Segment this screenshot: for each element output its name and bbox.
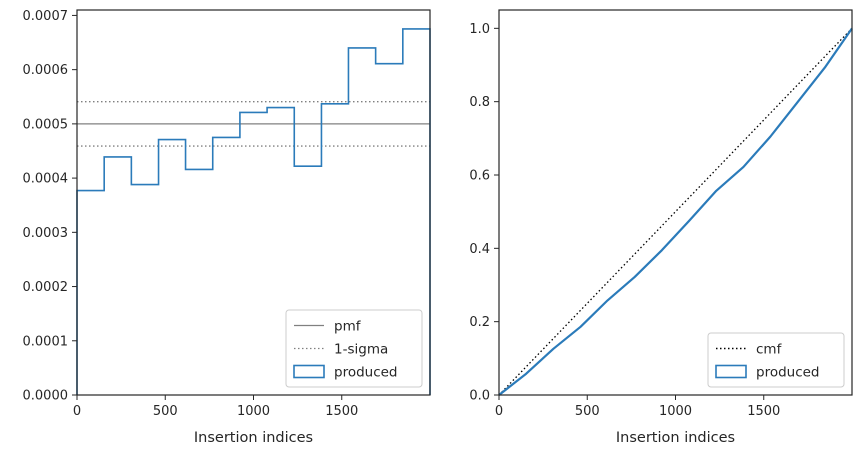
y-tick-label: 0.0002 — [23, 280, 69, 295]
legend-swatch-produced — [293, 364, 325, 379]
panel-right-cumulative: 0 500 1000 1500 0.0 0.2 0.4 0.6 0.8 1.0 Insertion … — [469, 9, 853, 446]
legend: cmf produced — [707, 332, 845, 388]
y-tick-label: 0.6 — [469, 169, 490, 184]
series-cmf-line — [498, 27, 853, 396]
x-tick-label: 0 — [495, 404, 503, 419]
x-tick-label: 0 — [73, 404, 81, 419]
x-axis-label: Insertion indices — [194, 430, 313, 446]
x-tick-label: 1500 — [747, 404, 780, 419]
legend-label-pmf: pmf — [334, 319, 362, 335]
x-tick-label: 1000 — [659, 404, 692, 419]
y-tick-label: 0.8 — [469, 95, 490, 110]
legend-label-1-sigma: 1-sigma — [334, 342, 388, 358]
y-tick-label: 1.0 — [469, 22, 490, 37]
legend-label-produced: produced — [756, 365, 820, 381]
y-tick-label: 0.0003 — [23, 226, 69, 241]
x-axis-label: Insertion indices — [616, 430, 735, 446]
legend-label-produced: produced — [334, 365, 398, 381]
y-tick-label: 0.0001 — [23, 334, 69, 349]
legend: pmf 1-sigma produced — [285, 309, 423, 388]
y-tick-label: 0.0004 — [23, 172, 69, 187]
y-tick-label: 0.0006 — [23, 63, 69, 78]
y-tick-label: 0.0007 — [23, 9, 69, 24]
y-tick-label: 0.0000 — [23, 389, 69, 404]
x-tick-label: 1000 — [237, 404, 270, 419]
panel-left-histogram: 0 500 1000 1500 0.0000 0.0001 0.0002 0.0003 0.00… — [23, 9, 431, 446]
y-tick-label: 0.0005 — [23, 117, 69, 132]
legend-swatch-produced — [715, 364, 747, 379]
legend-label-cmf: cmf — [756, 342, 783, 358]
series-produced-histogram — [76, 28, 431, 395]
series-produced-line — [498, 27, 853, 396]
legend-box — [707, 332, 845, 388]
legend-box — [285, 309, 423, 388]
x-tick-label: 500 — [153, 404, 178, 419]
y-tick-label: 0.4 — [469, 242, 490, 257]
x-tick-label: 500 — [575, 404, 600, 419]
x-tick-label: 1500 — [325, 404, 358, 419]
y-tick-label: 0.2 — [469, 315, 490, 330]
y-tick-label: 0.0 — [469, 389, 490, 404]
